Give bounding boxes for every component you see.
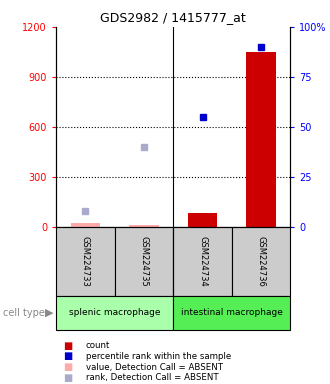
Text: count: count (86, 341, 110, 350)
Text: splenic macrophage: splenic macrophage (69, 308, 160, 318)
Bar (173, 296, 290, 330)
Text: ■: ■ (63, 373, 72, 383)
Text: value, Detection Call = ABSENT: value, Detection Call = ABSENT (86, 362, 223, 372)
Text: cell type: cell type (3, 308, 45, 318)
Bar (173, 227, 232, 296)
Text: GSM224734: GSM224734 (198, 236, 207, 286)
Bar (129, 225, 159, 227)
Bar (115, 227, 173, 296)
Text: percentile rank within the sample: percentile rank within the sample (86, 352, 231, 361)
Text: ■: ■ (63, 341, 72, 351)
Bar (232, 227, 290, 296)
Text: GSM224736: GSM224736 (257, 236, 266, 286)
Title: GDS2982 / 1415777_at: GDS2982 / 1415777_at (100, 11, 246, 24)
Text: GSM224735: GSM224735 (140, 236, 148, 286)
Bar (56, 227, 115, 296)
Bar (71, 223, 100, 227)
Bar (247, 52, 276, 227)
Text: ■: ■ (63, 362, 72, 372)
Bar (56, 296, 173, 330)
Bar (188, 213, 217, 227)
Text: ▶: ▶ (45, 308, 53, 318)
Text: ■: ■ (63, 351, 72, 361)
Text: rank, Detection Call = ABSENT: rank, Detection Call = ABSENT (86, 373, 218, 382)
Text: intestinal macrophage: intestinal macrophage (181, 308, 283, 318)
Text: GSM224733: GSM224733 (81, 236, 90, 286)
